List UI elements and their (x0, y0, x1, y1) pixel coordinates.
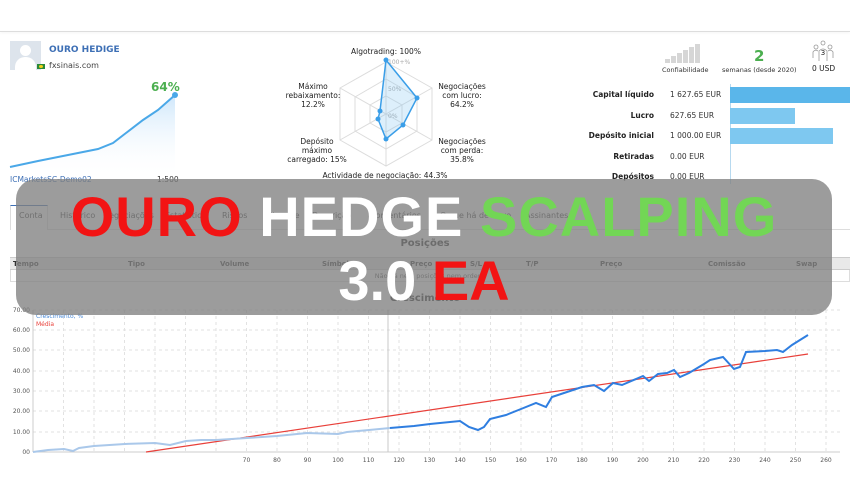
svg-text:220: 220 (698, 457, 710, 464)
svg-text:3: 3 (821, 49, 825, 57)
growth-line-history (32, 427, 391, 453)
banner-title-line2: 3.0 EA (338, 249, 510, 312)
svg-text:160: 160 (515, 457, 527, 464)
svg-text:100+%: 100+% (388, 59, 410, 66)
svg-text:200: 200 (637, 457, 649, 464)
svg-text:110: 110 (363, 457, 375, 464)
growth-percent: 64% (151, 80, 180, 94)
svg-text:150: 150 (485, 457, 497, 464)
fin-row-withdrawals: Retiradas 0.00 EUR (613, 152, 705, 161)
svg-text:250: 250 (790, 457, 802, 464)
banner-title-line1: OURO HEDGE SCALPING (70, 185, 778, 248)
svg-text:120: 120 (393, 457, 405, 464)
mini-growth-chart (9, 92, 178, 178)
radar-label-deposit-load: Depósito máximo carregado: 15% (287, 137, 347, 164)
fin-row-deposits: Depósitos 0.00 EUR (611, 172, 705, 181)
svg-text:40.00: 40.00 (13, 368, 30, 375)
signal-site: fxsinais.com (49, 61, 99, 70)
growth-chart: 70.00 60.00 50.00 40.00 30.00 20.00 10.0… (13, 307, 840, 464)
svg-text:80: 80 (273, 457, 281, 464)
svg-text:210: 210 (668, 457, 680, 464)
brazil-flag-icon (37, 64, 45, 69)
radar-chart: 100+% 50% 0% Algotrading: 100% Negociaçõ… (270, 40, 490, 185)
svg-text:170: 170 (546, 457, 558, 464)
svg-text:130: 130 (424, 457, 436, 464)
radar-label-profit-trades: Negociações com lucro: 64.2% (438, 82, 486, 109)
legend-growth: Crescimento, % (36, 313, 83, 320)
svg-text:20.00: 20.00 (13, 408, 30, 415)
svg-text:190: 190 (607, 457, 619, 464)
reliability-label: Confiabilidade (662, 66, 709, 74)
growth-line (389, 334, 809, 432)
svg-text:180: 180 (576, 457, 588, 464)
svg-text:00: 00 (22, 449, 30, 456)
radar-label-activity: Actividade de negociação: 44.3% (322, 171, 448, 180)
avatar[interactable] (10, 41, 41, 70)
subscription-price: 0 USD (812, 64, 836, 73)
radar-label-drawdown: Máximo rebaixamento: 12.2% (285, 82, 341, 109)
reliability-bars-icon (665, 44, 700, 63)
svg-text:30.00: 30.00 (13, 388, 30, 395)
svg-text:0%: 0% (388, 113, 398, 120)
fin-row-initial-deposit: Depósito inicial 1 000.00 EUR (589, 128, 850, 145)
radar-label-algotrading: Algotrading: 100% (351, 47, 421, 56)
svg-text:10.00: 10.00 (13, 429, 30, 436)
svg-text:70.00: 70.00 (13, 307, 30, 314)
svg-text:90: 90 (304, 457, 312, 464)
average-line (145, 353, 809, 453)
svg-text:230: 230 (729, 457, 741, 464)
fin-row-equity: Capital líquido 1 627.65 EUR (590, 87, 850, 104)
svg-text:240: 240 (759, 457, 771, 464)
svg-text:260: 260 (820, 457, 832, 464)
svg-text:50%: 50% (388, 86, 402, 93)
radar-label-loss-trades: Negociações com perda: 35.8% (438, 137, 486, 164)
signal-name[interactable]: OURO HEDIGE (49, 45, 120, 55)
svg-text:100: 100 (332, 457, 344, 464)
weeks-value: 2 (754, 47, 765, 65)
promo-banner: OURO HEDGE SCALPING 3.0 EA (16, 179, 832, 315)
svg-text:140: 140 (454, 457, 466, 464)
legend-average: Média (36, 321, 54, 328)
svg-text:50.00: 50.00 (13, 347, 30, 354)
fin-row-profit: Lucro 627.65 EUR (590, 108, 850, 125)
subscribers-icon[interactable]: 3 (812, 40, 834, 62)
svg-text:60.00: 60.00 (13, 327, 30, 334)
header-divider (0, 31, 850, 32)
weeks-label: semanas (desde 2020) (722, 66, 797, 74)
svg-text:70: 70 (243, 457, 251, 464)
